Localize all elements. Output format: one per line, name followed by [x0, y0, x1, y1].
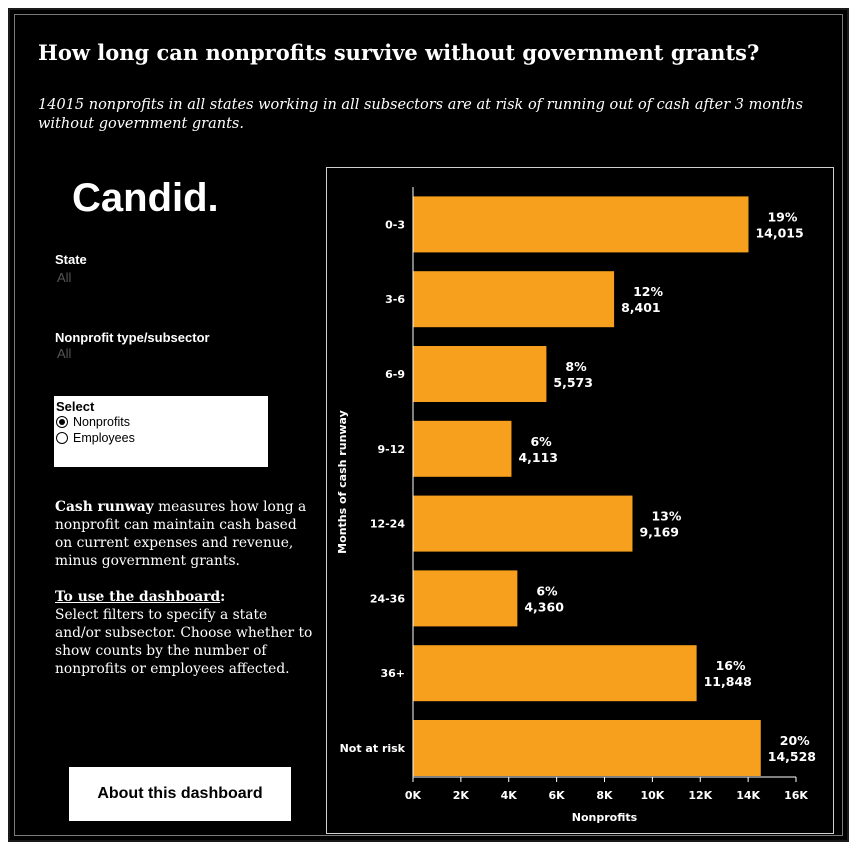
- radio-option-nonprofits[interactable]: Nonprofits: [56, 414, 268, 430]
- radio-checked-icon[interactable]: [56, 416, 68, 428]
- radio-option-employees[interactable]: Employees: [56, 430, 268, 446]
- state-filter-label: State: [55, 252, 87, 267]
- state-filter-dropdown[interactable]: All: [57, 270, 72, 285]
- category-label: 6-9: [385, 368, 405, 381]
- bar-9-12[interactable]: [413, 420, 512, 477]
- category-label: 3-6: [385, 293, 405, 306]
- category-label: 36+: [380, 667, 405, 680]
- x-axis-title: Nonprofits: [572, 811, 638, 824]
- category-label: 0-3: [385, 218, 405, 231]
- x-tick-label: 12K: [688, 789, 712, 802]
- percent-label: 19%: [767, 209, 797, 224]
- value-label: 5,573: [553, 375, 593, 390]
- candid-logo: Candid.: [72, 176, 219, 220]
- page-subtitle: 14015 nonprofits in all states working i…: [38, 97, 804, 132]
- category-label: 24-36: [370, 592, 406, 605]
- subsector-filter-label: Nonprofit type/subsector: [55, 330, 210, 345]
- percent-label: 16%: [716, 658, 746, 673]
- value-label: 11,848: [704, 674, 752, 689]
- page-title: How long can nonprofits survive without …: [38, 40, 760, 65]
- value-label: 8,401: [621, 300, 661, 315]
- usage-heading: To use the dashboard: [55, 589, 221, 605]
- x-tick-label: 4K: [501, 789, 518, 802]
- measure-selector-label: Select: [56, 399, 95, 414]
- bar-24-36[interactable]: [413, 570, 518, 627]
- cash-runway-definition: Cash runway measures how long a nonprofi…: [55, 498, 315, 570]
- bar-not-at-risk[interactable]: [413, 720, 761, 776]
- cash-runway-description: measures how long a nonprofit can mainta…: [55, 499, 307, 569]
- runway-bar-chart: 0-319%14,0153-612%8,4016-98%5,5739-126%4…: [336, 187, 816, 824]
- x-tick-label: 16K: [784, 789, 808, 802]
- percent-label: 6%: [536, 583, 558, 598]
- usage-text: Select filters to specify a state and/or…: [55, 607, 313, 677]
- y-axis-title: Months of cash runway: [336, 410, 349, 554]
- bar-6-9[interactable]: [413, 346, 547, 402]
- subsector-filter-dropdown[interactable]: All: [57, 346, 72, 361]
- x-tick-label: 8K: [596, 789, 613, 802]
- percent-label: 8%: [565, 359, 587, 374]
- value-label: 14,528: [768, 749, 816, 764]
- percent-label: 12%: [633, 284, 663, 299]
- about-dashboard-button[interactable]: About this dashboard: [69, 767, 291, 821]
- value-label: 4,113: [518, 450, 558, 465]
- bar-12-24[interactable]: [413, 495, 633, 552]
- radio-unchecked-icon[interactable]: [56, 432, 68, 444]
- x-tick-label: 0K: [405, 789, 422, 802]
- cash-runway-term: Cash runway: [55, 499, 154, 515]
- category-label: 9-12: [377, 443, 405, 456]
- x-tick-label: 10K: [640, 789, 664, 802]
- measure-selector: Select Nonprofits Employees: [54, 396, 268, 467]
- x-tick-label: 14K: [736, 789, 760, 802]
- radio-option-label: Employees: [73, 431, 135, 445]
- x-tick-label: 6K: [549, 789, 566, 802]
- percent-label: 6%: [530, 434, 552, 449]
- percent-label: 13%: [651, 509, 681, 524]
- value-label: 14,015: [755, 225, 803, 240]
- radio-option-label: Nonprofits: [73, 415, 130, 429]
- category-label: 12-24: [370, 518, 406, 531]
- bar-3-6[interactable]: [413, 271, 615, 328]
- info-text: Cash runway measures how long a nonprofi…: [55, 498, 315, 678]
- usage-instructions: To use the dashboard: Select filters to s…: [55, 589, 313, 677]
- value-label: 9,169: [639, 525, 679, 540]
- bar-36-[interactable]: [413, 645, 697, 702]
- x-tick-label: 2K: [453, 789, 470, 802]
- value-label: 4,360: [524, 599, 564, 614]
- category-label: Not at risk: [340, 742, 406, 755]
- bar-0-3[interactable]: [413, 196, 749, 253]
- percent-label: 20%: [780, 733, 810, 748]
